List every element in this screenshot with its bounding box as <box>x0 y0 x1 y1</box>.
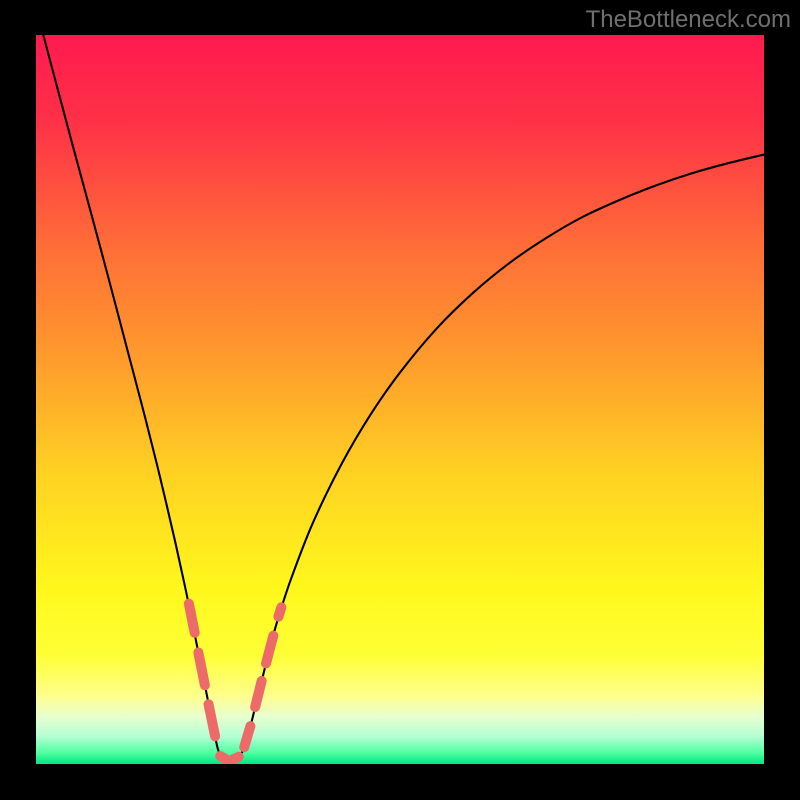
marker-segment <box>198 652 205 685</box>
marker-segment <box>244 726 250 747</box>
marker-segment <box>232 757 239 760</box>
marker-segment <box>278 607 281 616</box>
marker-segment <box>209 704 216 736</box>
marker-segment <box>189 604 195 633</box>
marker-segment <box>266 636 273 664</box>
marker-segment <box>220 756 225 759</box>
chart-frame: TheBottleneck.com <box>0 0 800 800</box>
plot-area <box>36 35 764 764</box>
watermark-text: TheBottleneck.com <box>586 6 791 34</box>
curve-layer <box>36 35 764 764</box>
marker-segment <box>255 681 262 707</box>
v-curve-path <box>43 35 764 760</box>
